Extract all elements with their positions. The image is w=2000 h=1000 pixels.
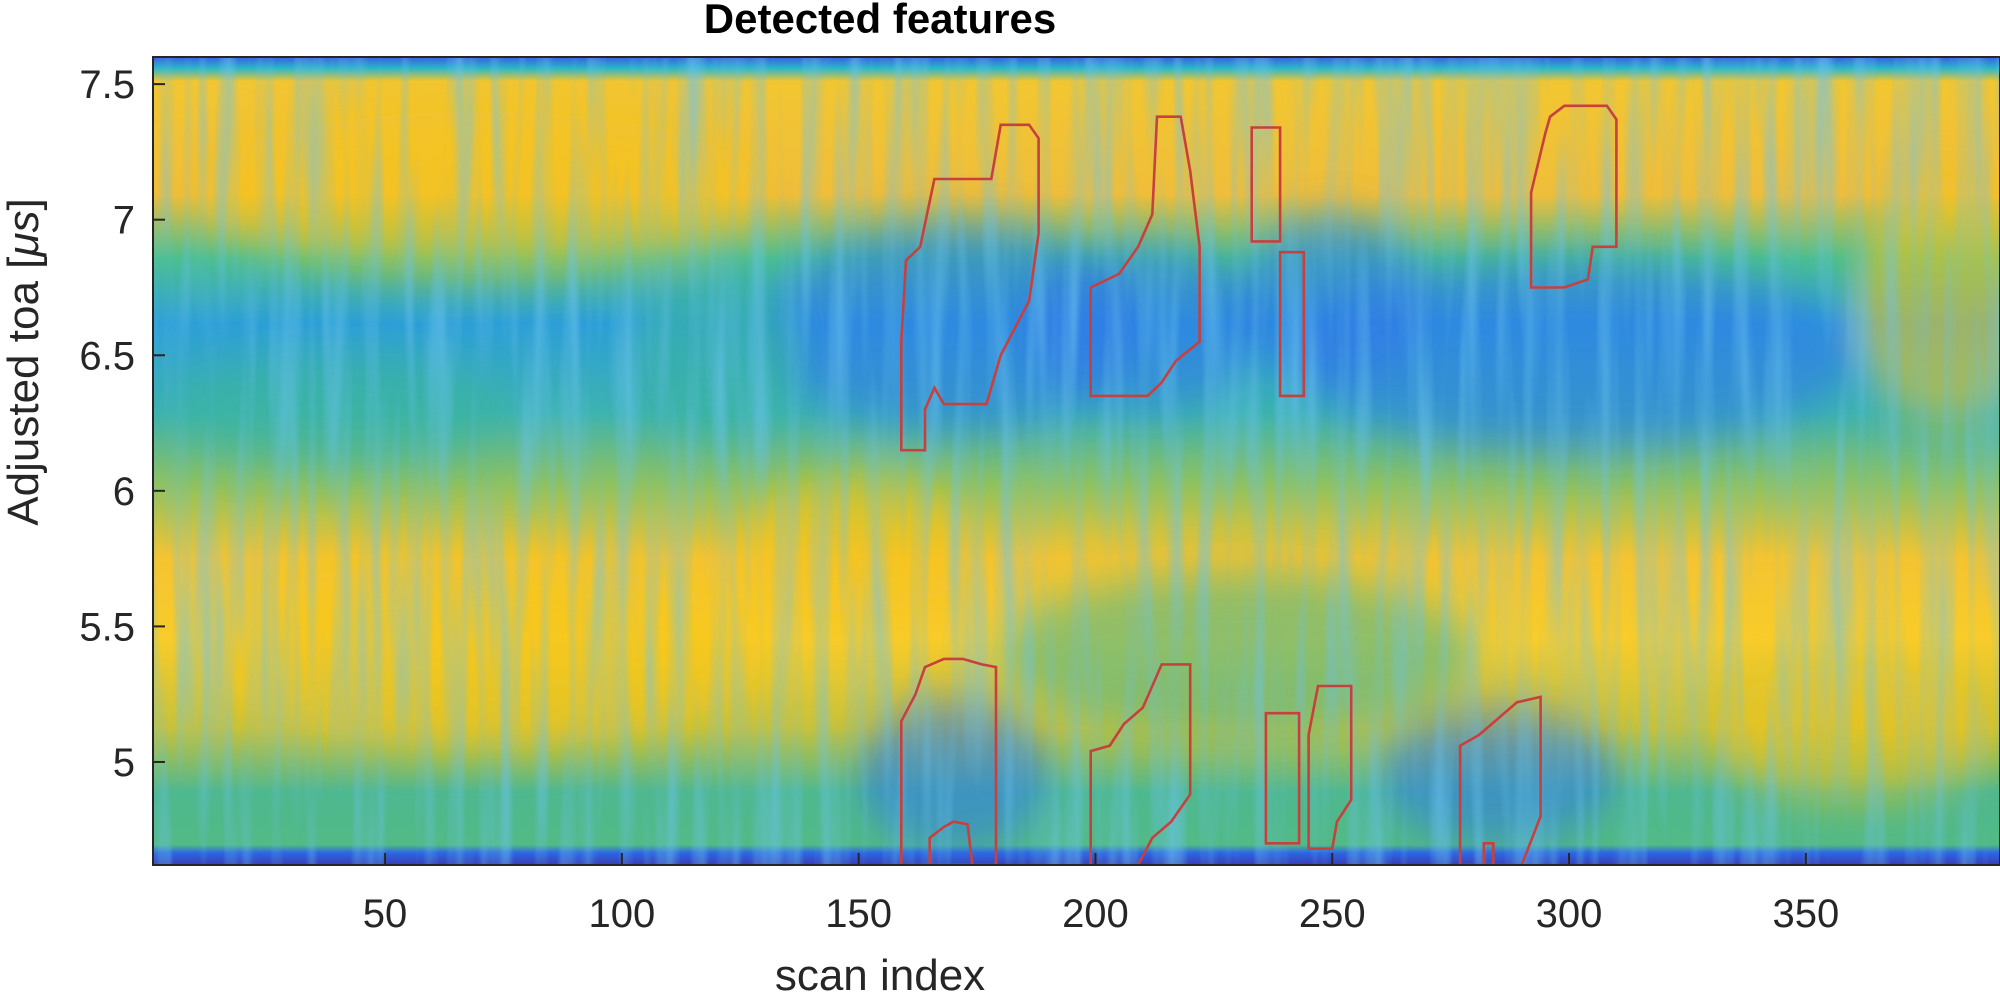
y-axis-label-suffix: ] (0, 198, 48, 210)
feature-contour (1278, 250, 1306, 398)
heatmap-streaks (153, 57, 2000, 865)
y-axis-ticks: 5 5.5 6 6.5 7 7.5 (79, 63, 165, 785)
feature-contour (899, 657, 998, 865)
feature-contour (899, 123, 1040, 452)
feature-contour (1089, 115, 1201, 398)
y-tick-label: 7.5 (79, 63, 135, 107)
feature-contour (1529, 104, 1618, 289)
x-axis-label: scan index (775, 951, 985, 1000)
x-tick-label: 200 (1062, 892, 1129, 936)
detected-features (899, 104, 1618, 865)
x-tick-label: 250 (1299, 892, 1366, 936)
feature-contour (1482, 841, 1495, 865)
y-tick-label: 6 (113, 470, 135, 514)
plot-frame (152, 56, 2000, 866)
x-tick-label: 100 (588, 892, 655, 936)
y-tick-label: 7 (113, 199, 135, 243)
y-tick-label: 6.5 (79, 334, 135, 378)
chart-title: Detected features (704, 0, 1056, 42)
feature-contour (928, 820, 974, 865)
x-tick-label: 300 (1536, 892, 1603, 936)
y-tick-label: 5.5 (79, 605, 135, 649)
feature-contour (1264, 711, 1301, 845)
plot-area (153, 57, 2000, 865)
y-axis-label-prefix: Adjusted toa [ (0, 257, 48, 526)
x-tick-label: 350 (1772, 892, 1839, 936)
feature-contour (1307, 684, 1353, 851)
feature-contour (1089, 663, 1192, 865)
x-axis-ticks: 50 100 150 200 250 300 350 (363, 853, 1839, 936)
y-axis-label: Adjusted toa [μs] (0, 198, 48, 525)
x-tick-label: 50 (363, 892, 408, 936)
x-tick-label: 150 (825, 892, 892, 936)
y-tick-label: 5 (113, 741, 135, 785)
feature-contour (1250, 126, 1282, 243)
y-axis-label-unit: μs (0, 211, 48, 258)
feature-contour (1458, 695, 1542, 865)
